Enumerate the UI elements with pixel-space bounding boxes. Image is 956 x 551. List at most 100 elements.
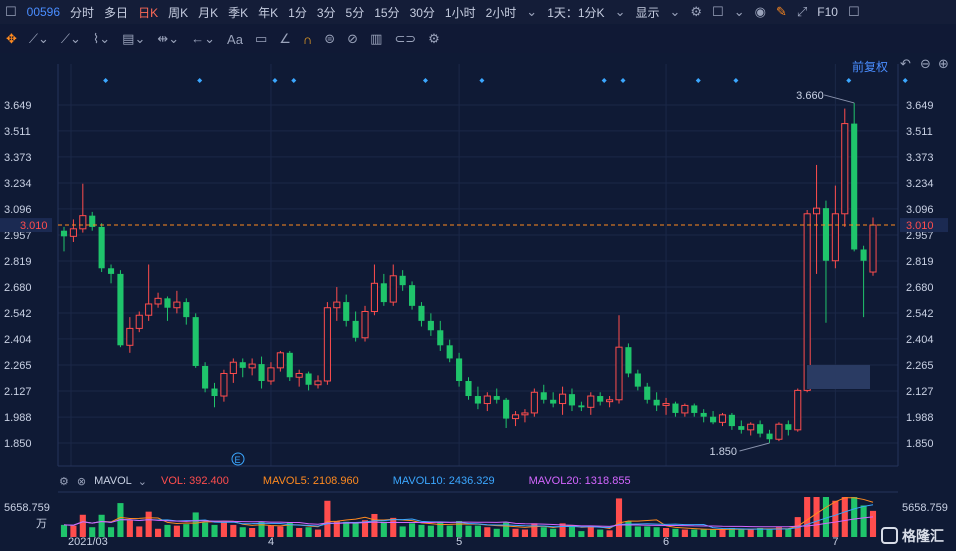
period-tab-fenshi[interactable]: 分时 <box>70 5 95 20</box>
period-tab-1hour[interactable]: 1小时 <box>444 5 476 20</box>
volume-bar <box>832 500 839 537</box>
arrow-tool-icon[interactable]: ←⌄ <box>191 31 216 46</box>
chevron-down-icon[interactable]: ⌄ <box>614 4 626 19</box>
candle-body <box>766 433 773 440</box>
event-marker-dot[interactable] <box>103 78 109 83</box>
adjustment-mode-label[interactable]: 前复权 <box>852 60 889 74</box>
chart-area[interactable]: 3.649 3.649 3.511 3.511 3.373 3.373 3.234 3.234… <box>0 54 956 548</box>
range-tool-icon[interactable]: ⇹⌄ <box>157 31 180 46</box>
reset-icon[interactable]: ↶ <box>900 56 911 71</box>
text-tool-button[interactable]: Aa <box>227 31 243 47</box>
fullscreen-icon[interactable]: ⤢ <box>796 4 808 19</box>
settings-icon[interactable]: ⚙ <box>690 4 703 19</box>
gear-icon[interactable]: ⚙ <box>428 31 440 46</box>
volume-bar <box>662 527 670 537</box>
link-icon[interactable]: ⊂⊃ <box>394 31 417 46</box>
volume-bar <box>550 528 557 537</box>
event-marker-dot[interactable] <box>601 78 607 83</box>
period-tab-1min[interactable]: 1分 <box>288 5 307 20</box>
channel-tool-icon[interactable]: ⟋⌄ <box>60 31 81 46</box>
indicator-name[interactable]: MAVOL <box>94 475 132 487</box>
event-marker-dot[interactable] <box>291 78 297 83</box>
period-tab-daily[interactable]: 日K <box>138 5 159 20</box>
comment-icon[interactable]: ▭ <box>254 31 268 46</box>
chevron-down-icon[interactable]: ⌄ <box>733 4 745 19</box>
price-tick-left: 1.850 <box>4 438 32 450</box>
candle-body <box>343 302 350 321</box>
move-cross-icon[interactable]: ✥ <box>6 31 17 46</box>
event-marker-dot[interactable] <box>902 78 908 83</box>
event-marker-dot[interactable] <box>846 78 852 83</box>
period-tab-monthly[interactable]: 月K <box>198 5 219 20</box>
event-marker-dot[interactable] <box>620 78 626 83</box>
candle-body <box>568 394 576 406</box>
magnet-icon[interactable]: ∩ <box>302 31 313 47</box>
volume-bar <box>437 522 444 537</box>
candle-body <box>229 361 237 374</box>
mavol20-line <box>63 516 874 528</box>
price-tick-right: 1.850 <box>906 438 934 450</box>
candle-body <box>851 123 858 250</box>
event-marker-dot[interactable] <box>422 78 428 83</box>
pencil-icon[interactable]: ✎ <box>775 4 787 19</box>
event-marker-dot[interactable] <box>695 78 701 83</box>
zoom-in-icon[interactable]: ⊕ <box>938 56 949 71</box>
f10-button[interactable]: F10 <box>817 5 838 19</box>
highest-price-label: 3.660 <box>796 90 824 102</box>
measure-icon[interactable]: ∠ <box>279 31 291 46</box>
volume-bar <box>267 525 275 537</box>
volume-bar <box>136 526 143 537</box>
volume-bar <box>427 525 434 537</box>
period-tab-weekly[interactable]: 周K <box>168 5 189 20</box>
volume-bar <box>446 525 453 537</box>
line-tool-icon[interactable]: ⟋⌄ <box>28 31 49 46</box>
period-tab-30min[interactable]: 30分 <box>409 5 435 20</box>
price-tick-left: 3.096 <box>4 204 32 216</box>
price-tick-left: 3.649 <box>4 100 32 112</box>
chevron-down-icon[interactable]: ⌄ <box>526 4 538 19</box>
price-tick-right: 2.127 <box>906 386 934 398</box>
candle-body <box>98 226 105 269</box>
candlestick-chart[interactable]: 3.649 3.649 3.511 3.511 3.373 3.373 3.234 3.234… <box>0 54 956 548</box>
candle-body <box>474 396 481 404</box>
sidebar-toggle-icon[interactable]: ☐ <box>5 4 17 19</box>
candle-body <box>615 346 623 401</box>
display-menu[interactable]: 显示 <box>635 5 660 20</box>
candle-body <box>493 396 500 400</box>
candle-body <box>578 405 585 408</box>
mavol10-value: MAVOL10: 2436.329 <box>392 475 495 487</box>
fibonacci-tool-icon[interactable]: ▤⌄ <box>122 31 146 46</box>
volume-bar <box>493 528 500 537</box>
period-tab-3min[interactable]: 3分 <box>316 5 336 20</box>
camera-icon[interactable]: ◉ <box>754 4 766 19</box>
box-icon[interactable]: ☐ <box>712 4 724 19</box>
event-marker-dot[interactable] <box>197 78 203 83</box>
hide-icon[interactable]: ⊘ <box>347 31 359 46</box>
event-e-label[interactable]: E <box>235 455 241 465</box>
period-tab-quarterly[interactable]: 季K <box>228 5 249 20</box>
event-marker-dot[interactable] <box>479 78 485 83</box>
window-icon[interactable]: ☐ <box>847 4 860 19</box>
chevron-down-icon[interactable]: ⌄ <box>137 475 148 488</box>
close-icon[interactable]: ⊗ <box>76 475 87 488</box>
period-tab-15min[interactable]: 15分 <box>374 5 400 20</box>
event-marker-dot[interactable] <box>272 78 278 83</box>
candle-body <box>728 414 735 427</box>
period-tab-yearly[interactable]: 年K <box>258 5 279 20</box>
period-combo[interactable]: 1天：1分K <box>547 5 605 20</box>
lock-icon[interactable]: ⊜ <box>324 31 336 46</box>
event-marker-dot[interactable] <box>733 78 739 83</box>
event-e-icon[interactable] <box>231 452 245 466</box>
period-tab-multiday[interactable]: 多日 <box>104 5 129 20</box>
candle-body <box>79 215 87 230</box>
settings-icon[interactable]: ⚙ <box>59 475 69 488</box>
period-tab-5min[interactable]: 5分 <box>345 5 365 20</box>
zoom-out-icon[interactable]: ⊖ <box>920 56 931 71</box>
trash-icon[interactable]: ▥ <box>370 31 383 46</box>
volume-bar <box>60 524 68 537</box>
volume-bar <box>634 526 641 537</box>
period-tab-2hour[interactable]: 2小时 <box>485 5 517 20</box>
chevron-down-icon[interactable]: ⌄ <box>669 4 681 19</box>
candle-body <box>239 362 246 368</box>
wave-tool-icon[interactable]: ⌇⌄ <box>92 31 111 46</box>
